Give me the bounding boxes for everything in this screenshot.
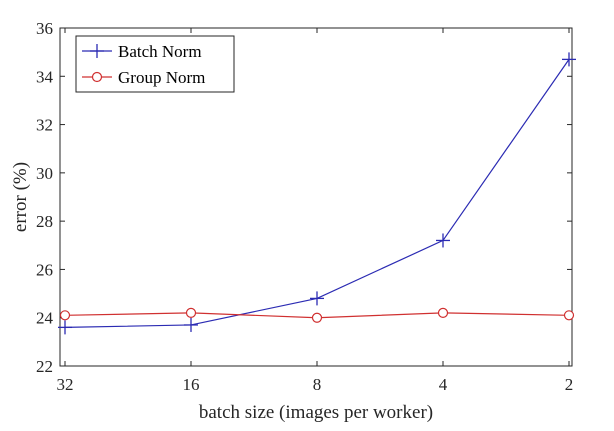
y-tick-label: 32	[36, 116, 53, 135]
legend: Batch Norm Group Norm	[75, 35, 235, 93]
x-axis: 32 16 8 4 2	[57, 28, 574, 394]
y-axis-label: error (%)	[10, 162, 31, 232]
y-tick-label: 22	[36, 357, 53, 376]
x-tick-label: 4	[439, 375, 448, 394]
legend-label: Batch Norm	[118, 42, 202, 61]
x-axis-label: batch size (images per worker)	[199, 402, 433, 423]
x-tick-label: 8	[313, 375, 322, 394]
legend-label: Group Norm	[118, 68, 205, 87]
data-point	[185, 307, 197, 318]
data-point	[59, 310, 71, 321]
y-axis: 22 24 26 28 30 32 34 36	[36, 19, 572, 376]
y-tick-label: 24	[36, 309, 54, 328]
series-circle	[59, 307, 575, 323]
data-point	[58, 320, 72, 335]
legend-item: Group Norm	[82, 68, 205, 87]
series-layer	[58, 52, 576, 335]
data-point	[310, 291, 324, 306]
x-tick-label: 2	[565, 375, 574, 394]
legend-marker	[91, 71, 103, 83]
y-tick-label: 28	[36, 212, 53, 231]
data-point	[311, 312, 323, 323]
legend-item: Batch Norm	[82, 42, 202, 61]
data-point	[437, 307, 449, 318]
x-tick-label: 32	[57, 375, 74, 394]
data-point	[436, 233, 450, 248]
series-plus	[58, 52, 576, 335]
y-tick-label: 34	[36, 67, 54, 86]
data-point	[562, 52, 576, 67]
x-tick-label: 16	[183, 375, 200, 394]
y-tick-label: 30	[36, 164, 53, 183]
data-point	[563, 310, 575, 321]
y-tick-label: 36	[36, 19, 53, 38]
legend-marker	[90, 44, 104, 58]
legend-box	[75, 35, 235, 93]
data-point	[184, 317, 198, 332]
y-tick-label: 26	[36, 260, 53, 279]
